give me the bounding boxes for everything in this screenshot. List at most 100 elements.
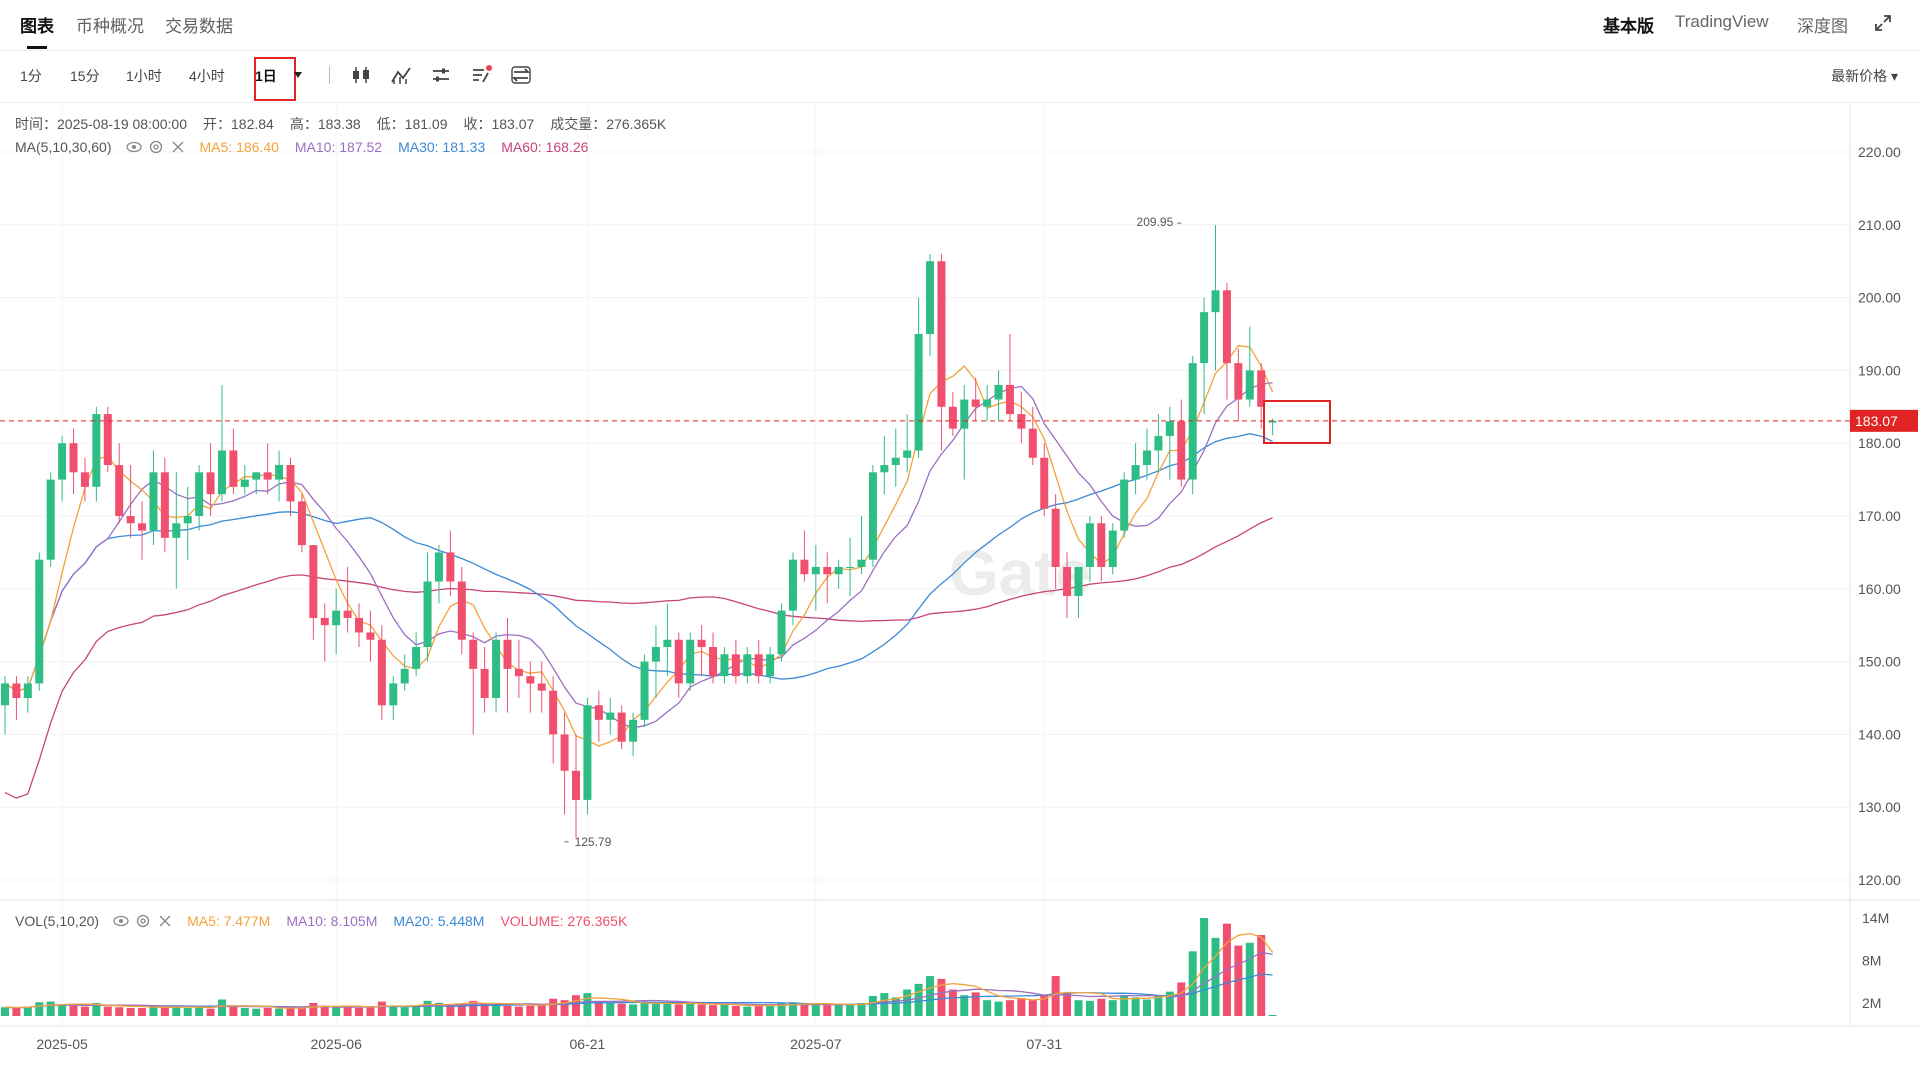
- indicator-icon[interactable]: [390, 64, 412, 86]
- candle-body: [217, 450, 226, 495]
- settings-icon[interactable]: [135, 914, 151, 928]
- volume-bar: [674, 1004, 683, 1016]
- volume-bar: [320, 1005, 329, 1016]
- candle-body: [183, 516, 192, 524]
- volume-bar: [469, 1000, 478, 1016]
- interval-1m[interactable]: 1分: [20, 68, 42, 84]
- tab-tradingview[interactable]: TradingView: [1675, 12, 1769, 31]
- candle-body: [69, 443, 78, 473]
- candle-body: [80, 472, 89, 487]
- volume-bar: [983, 1000, 992, 1016]
- volume-bar: [286, 1007, 295, 1016]
- candle-body: [800, 559, 809, 575]
- tab-overview[interactable]: 币种概况: [76, 17, 144, 36]
- candle-body: [263, 472, 272, 480]
- volume-bar: [948, 989, 957, 1016]
- x-tick-label: 2025-06: [310, 1036, 362, 1052]
- candle-body: [1131, 465, 1140, 480]
- volume-bar: [492, 1003, 501, 1016]
- volume-bar: [1268, 1015, 1277, 1016]
- candle-body: [1245, 370, 1254, 400]
- volume-bar: [309, 1003, 318, 1016]
- close-icon[interactable]: [170, 140, 186, 154]
- volume-bar: [115, 1007, 124, 1016]
- tab-trade-data[interactable]: 交易数据: [165, 17, 233, 36]
- candle-body: [697, 639, 706, 648]
- candle-body: [606, 712, 615, 720]
- candle-body: [412, 647, 421, 669]
- candle-body: [594, 705, 603, 720]
- interval-1d[interactable]: 1日: [255, 68, 277, 84]
- settings-sliders-icon[interactable]: [430, 64, 452, 86]
- tab-depth[interactable]: 深度图: [1797, 17, 1848, 36]
- candle-body: [1188, 363, 1197, 480]
- volume-bar: [343, 1006, 352, 1016]
- volume-bar: [366, 1007, 375, 1016]
- candle-body: [994, 384, 1003, 400]
- candle-body: [58, 443, 67, 480]
- close-icon[interactable]: [157, 914, 173, 928]
- volume-bar: [355, 1007, 364, 1016]
- fullscreen-icon[interactable]: [1872, 12, 1894, 34]
- volume-bar: [1017, 998, 1026, 1016]
- tab-chart[interactable]: 图表: [20, 17, 54, 36]
- volume-bar: [754, 1005, 763, 1016]
- candle-body: [400, 668, 409, 684]
- eye-icon[interactable]: [113, 914, 129, 928]
- ohlc-volume: 成交量：276.365K: [550, 116, 667, 132]
- volume-bar: [389, 1006, 398, 1016]
- eye-icon[interactable]: [125, 140, 142, 154]
- candle-body: [275, 465, 284, 480]
- vol-ma20-value: MA20: 5.448M: [393, 913, 485, 929]
- interval-4h[interactable]: 4小时: [189, 68, 225, 84]
- volume-bar: [709, 1005, 718, 1016]
- interval-15m[interactable]: 15分: [70, 68, 100, 84]
- volume-bar: [526, 1005, 535, 1016]
- volume-bar: [1108, 1000, 1117, 1016]
- volume-bar: [743, 1006, 752, 1016]
- top-tab-bar: 图表 币种概况 交易数据 基本版 TradingView 深度图: [0, 0, 1920, 49]
- candle-body: [549, 690, 558, 735]
- ma5-value: MA5: 186.40: [199, 139, 279, 155]
- volume-bar: [1245, 942, 1254, 1016]
- volume-bar: [572, 995, 580, 1016]
- volume-bar: [914, 983, 923, 1016]
- volume-bar: [1, 1007, 9, 1016]
- volume-bar: [1040, 995, 1049, 1016]
- volume-bar: [400, 1007, 409, 1016]
- volume-bar: [549, 998, 558, 1016]
- high-mark-label: 209.95: [1137, 215, 1174, 229]
- candle-body: [1108, 530, 1117, 567]
- active-tab-underline: [27, 46, 47, 49]
- volume-bar: [731, 1005, 740, 1016]
- volume-bar: [217, 999, 226, 1016]
- candle-body: [731, 654, 740, 677]
- settings-icon[interactable]: [148, 140, 164, 154]
- candle-body: [572, 770, 580, 800]
- caret-down-icon[interactable]: [293, 71, 303, 79]
- candle-body: [914, 334, 923, 451]
- candle-body: [377, 639, 386, 706]
- y-tick-label: 190.00: [1858, 362, 1901, 378]
- ma-legend-label: MA(5,10,30,60): [15, 139, 112, 155]
- y-tick-label: 180.00: [1858, 435, 1901, 451]
- volume-bar: [275, 1008, 284, 1016]
- tab-basic[interactable]: 基本版: [1603, 17, 1654, 36]
- compare-icon[interactable]: [510, 64, 532, 86]
- draw-tools-icon[interactable]: [470, 64, 492, 86]
- candle-body: [138, 523, 147, 531]
- candlestick-icon[interactable]: [350, 64, 372, 86]
- candle-body: [503, 639, 512, 669]
- volume-bar: [1028, 1000, 1037, 1016]
- volume-bar: [229, 1006, 238, 1016]
- interval-1h[interactable]: 1小时: [126, 68, 162, 84]
- price-type-select[interactable]: 最新价格 ▾: [1831, 68, 1898, 84]
- volume-bar: [1074, 1000, 1083, 1016]
- candle-body: [355, 617, 364, 633]
- vol-tick-label: 8M: [1862, 953, 1881, 969]
- candle-body: [823, 566, 832, 575]
- candle-body: [12, 683, 21, 698]
- volume-bar: [846, 1004, 855, 1016]
- vol-legend-label: VOL(5,10,20): [15, 913, 100, 929]
